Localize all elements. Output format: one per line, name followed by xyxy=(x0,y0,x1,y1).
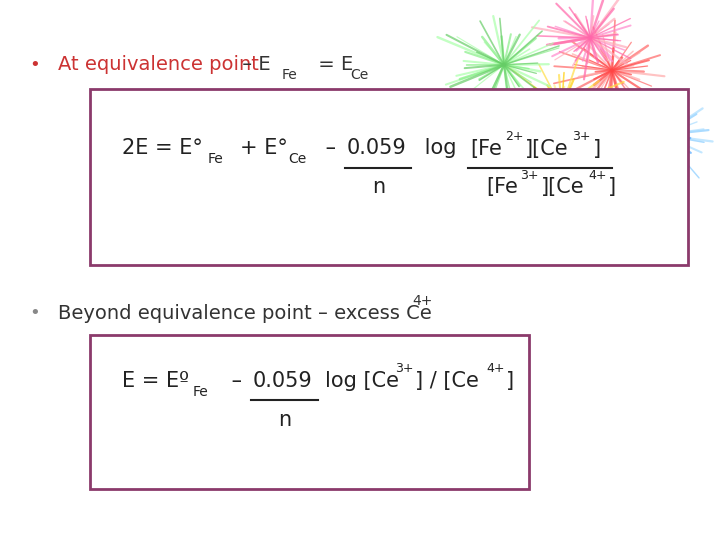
Text: ][Ce: ][Ce xyxy=(525,138,569,159)
Text: •: • xyxy=(29,304,40,322)
Text: 3+: 3+ xyxy=(395,362,414,375)
Text: 4+: 4+ xyxy=(588,169,607,182)
Text: E = Eº: E = Eº xyxy=(122,370,189,391)
Text: ] / [Ce: ] / [Ce xyxy=(415,370,480,391)
Text: ][Ce: ][Ce xyxy=(541,177,585,198)
Text: – E: – E xyxy=(236,55,271,75)
Text: –: – xyxy=(225,370,249,391)
Text: At equivalence point: At equivalence point xyxy=(58,55,258,75)
Text: Beyond equivalence point – excess Ce: Beyond equivalence point – excess Ce xyxy=(58,303,431,323)
Text: 4+: 4+ xyxy=(413,294,433,308)
Text: •: • xyxy=(29,56,40,74)
Text: ]: ] xyxy=(506,370,514,391)
Text: log [Ce: log [Ce xyxy=(325,370,399,391)
Text: = E: = E xyxy=(312,55,353,75)
FancyBboxPatch shape xyxy=(90,335,529,489)
Text: [Fe: [Fe xyxy=(486,177,518,198)
Text: Fe: Fe xyxy=(207,152,223,166)
FancyBboxPatch shape xyxy=(90,89,688,265)
Text: 2+: 2+ xyxy=(505,130,523,143)
Text: n: n xyxy=(279,409,292,430)
Text: Fe: Fe xyxy=(282,68,297,82)
Text: –: – xyxy=(319,138,343,159)
Text: [Fe: [Fe xyxy=(470,138,502,159)
Text: 2E = E°: 2E = E° xyxy=(122,138,203,159)
Text: ]: ] xyxy=(593,138,600,159)
Text: 0.059: 0.059 xyxy=(253,370,312,391)
Text: Ce: Ce xyxy=(289,152,307,166)
Text: 4+: 4+ xyxy=(486,362,505,375)
Text: ]: ] xyxy=(608,177,616,198)
Text: Ce: Ce xyxy=(351,68,369,82)
Text: n: n xyxy=(372,177,385,198)
Text: 0.059: 0.059 xyxy=(346,138,406,159)
Text: Fe: Fe xyxy=(193,384,209,399)
Text: log: log xyxy=(418,138,464,159)
Text: + E°: + E° xyxy=(240,138,287,159)
Text: 3+: 3+ xyxy=(572,130,591,143)
Text: 3+: 3+ xyxy=(521,169,539,182)
